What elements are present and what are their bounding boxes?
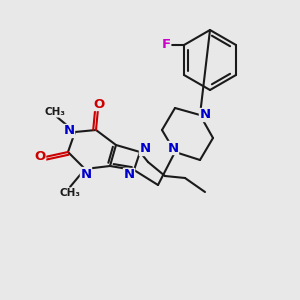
Text: CH₃: CH₃ — [44, 107, 65, 117]
Text: N: N — [80, 167, 92, 181]
Text: N: N — [123, 169, 135, 182]
Text: CH₃: CH₃ — [59, 188, 80, 198]
Text: O: O — [34, 149, 46, 163]
Text: N: N — [167, 142, 178, 154]
Text: N: N — [140, 142, 151, 155]
Text: N: N — [63, 124, 75, 137]
Text: O: O — [93, 98, 105, 110]
Text: N: N — [200, 109, 211, 122]
Text: F: F — [161, 38, 171, 52]
